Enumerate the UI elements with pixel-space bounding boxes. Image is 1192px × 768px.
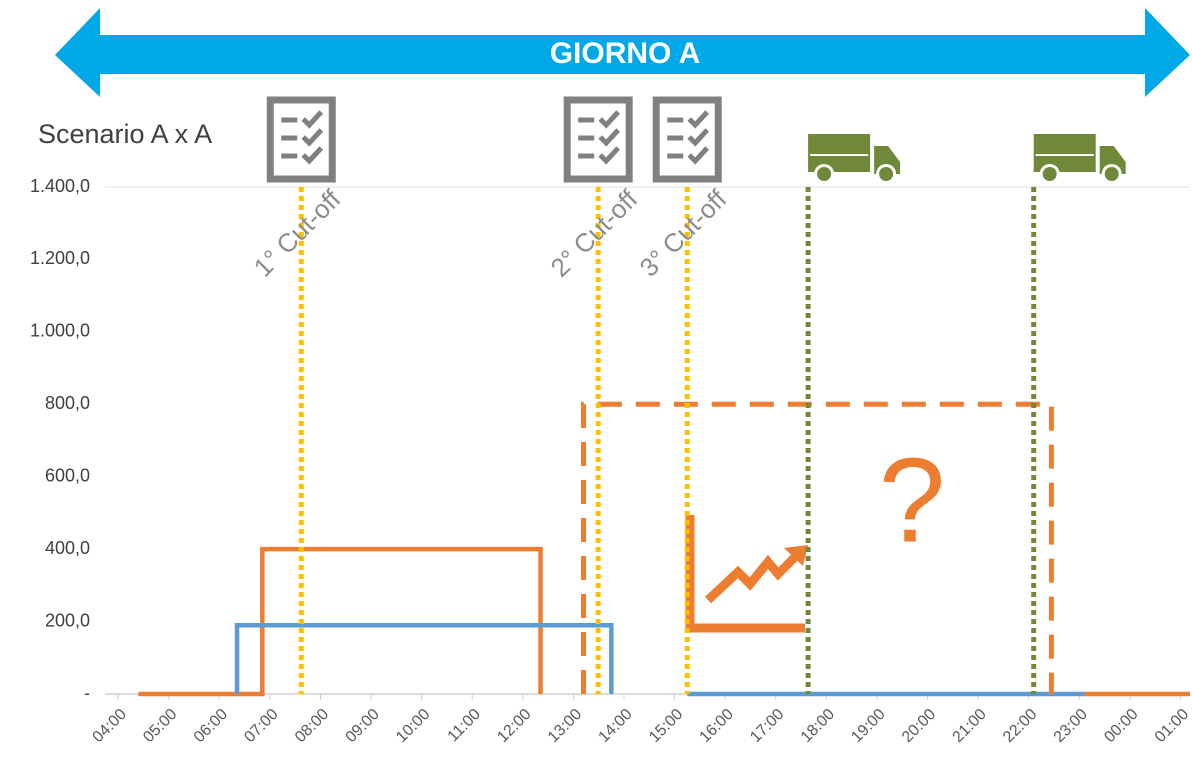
x-tick-label: 19:00 (848, 706, 888, 746)
checklist-check (301, 128, 324, 147)
cutoff-label: 3° Cut-off (634, 183, 733, 282)
checklist-check (301, 110, 324, 129)
checklist-frame (652, 96, 722, 183)
checklist-frame (563, 96, 633, 183)
checklist-check (687, 146, 710, 165)
chart-subtitle: Scenario A x A (38, 119, 212, 149)
y-tick-label: 200,0 (45, 610, 90, 630)
truck-wheel (1042, 167, 1057, 181)
series-line (234, 622, 1085, 697)
x-tick-label: 06:00 (191, 706, 231, 746)
truck-box (808, 134, 871, 172)
x-tick-label: 01:00 (1152, 706, 1192, 746)
checklist-check (598, 146, 621, 165)
x-tick-label: 13:00 (545, 706, 585, 746)
y-tick-label: 600,0 (45, 465, 90, 485)
x-tick-label: 00:00 (1101, 706, 1141, 746)
x-tick-label: 22:00 (1000, 706, 1040, 746)
y-tick-label: 1.400,0 (30, 176, 90, 196)
truck-wheel (817, 167, 832, 181)
x-tick-label: 07:00 (241, 706, 281, 746)
y-tick-label: 800,0 (45, 393, 90, 413)
x-tick-label: 12:00 (494, 706, 534, 746)
checklist-check (687, 110, 710, 129)
truck-icon (1033, 134, 1126, 184)
x-tick-label: 20:00 (899, 706, 939, 746)
x-tick-label: 14:00 (595, 706, 635, 746)
checklist-icon (266, 96, 336, 183)
checklist-check (687, 128, 710, 147)
y-tick-label: 1.000,0 (30, 321, 90, 341)
x-tick-label: 05:00 (140, 706, 180, 746)
x-tick-label: 21:00 (950, 706, 990, 746)
annotation: ? (879, 434, 946, 568)
x-tick-label: 17:00 (747, 706, 787, 746)
chart-title: GIORNO A (550, 37, 701, 70)
trend-icon (685, 515, 808, 633)
x-tick-label: 15:00 (646, 706, 686, 746)
x-tick-label: 10:00 (393, 706, 433, 746)
day-arrow (55, 8, 1190, 97)
truck-wheel (879, 167, 894, 181)
cutoff-label: 2° Cut-off (545, 183, 644, 282)
series-line (581, 401, 1054, 694)
checklist-check (598, 128, 621, 147)
series-line (138, 546, 1190, 697)
truck-wheel (1104, 167, 1119, 181)
checklist-icon (652, 96, 722, 183)
cutoff-label: 1° Cut-off (248, 183, 347, 282)
x-tick-label: 09:00 (343, 706, 383, 746)
x-tick-label: 11:00 (445, 706, 485, 746)
checklist-check (301, 146, 324, 165)
x-tick-label: 04:00 (90, 706, 130, 746)
x-tick-label: 23:00 (1051, 706, 1091, 746)
truck-icon (808, 134, 901, 184)
x-tick-label: 18:00 (798, 706, 838, 746)
x-tick-label: 08:00 (292, 706, 332, 746)
checklist-icon (563, 96, 633, 183)
y-tick-label: 400,0 (45, 538, 90, 558)
truck-box (1033, 134, 1096, 172)
checklist-check (598, 110, 621, 129)
y-tick-label: 1.200,0 (30, 248, 90, 268)
x-tick-label: 16:00 (697, 706, 737, 746)
checklist-frame (266, 96, 336, 183)
y-tick-label: - (84, 683, 90, 703)
